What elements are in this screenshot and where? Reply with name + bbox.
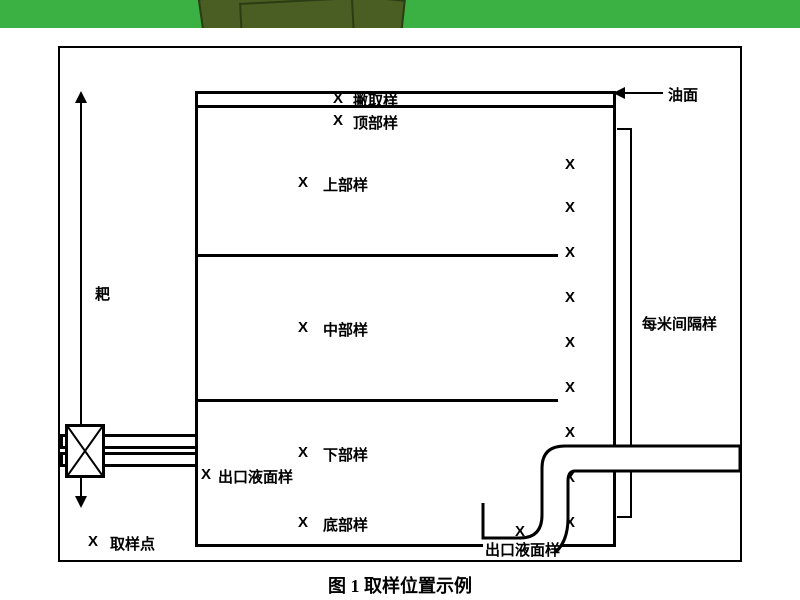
label-middle: 中部样 [323,319,368,340]
legend-label: 取样点 [110,533,155,554]
label-upper: 上部样 [323,174,368,195]
section-line-1 [198,254,558,257]
marker-outlet: X [201,466,211,483]
label-outlet2: 出口液面样 [485,539,560,560]
height-arrow-bottom [75,496,87,508]
label-interval: 每米间隔样 [642,313,717,334]
marker-r5: X [565,334,575,351]
marker-upper: X [298,174,308,191]
valve-box [65,424,105,478]
top-band [198,105,613,108]
marker-r4: X [565,289,575,306]
diagram-inner: 耙 X 撇取样 X 顶部样 X 上部样 X 中部样 X 下部样 X 出口液面样 … [58,46,742,562]
oil-arrow [613,87,625,99]
label-outlet: 出口液面样 [218,466,293,487]
marker-middle: X [298,319,308,336]
marker-bottom: X [298,514,308,531]
marker-r3: X [565,244,575,261]
label-oil: 油面 [668,84,698,105]
marker-r1: X [565,156,575,173]
marker-r2: X [565,199,575,216]
height-arrow-top [75,91,87,103]
height-label: 耙 [95,283,110,304]
figure-title: 图 1 取样位置示例 [0,572,800,598]
marker-r6: X [565,379,575,396]
marker-top: X [333,112,343,129]
label-skim: 撇取样 [353,90,398,111]
marker-skim: X [333,90,343,107]
marker-r7: X [565,424,575,441]
label-bottom: 底部样 [323,514,368,535]
label-top: 顶部样 [353,112,398,133]
diagram-frame: 耙 X 撇取样 X 顶部样 X 上部样 X 中部样 X 下部样 X 出口液面样 … [0,28,800,600]
legend-marker: X [88,533,98,550]
marker-outlet2: X [515,523,525,540]
section-line-2 [198,399,558,402]
interval-top [617,128,630,130]
label-lower: 下部样 [323,444,368,465]
marker-lower: X [298,444,308,461]
